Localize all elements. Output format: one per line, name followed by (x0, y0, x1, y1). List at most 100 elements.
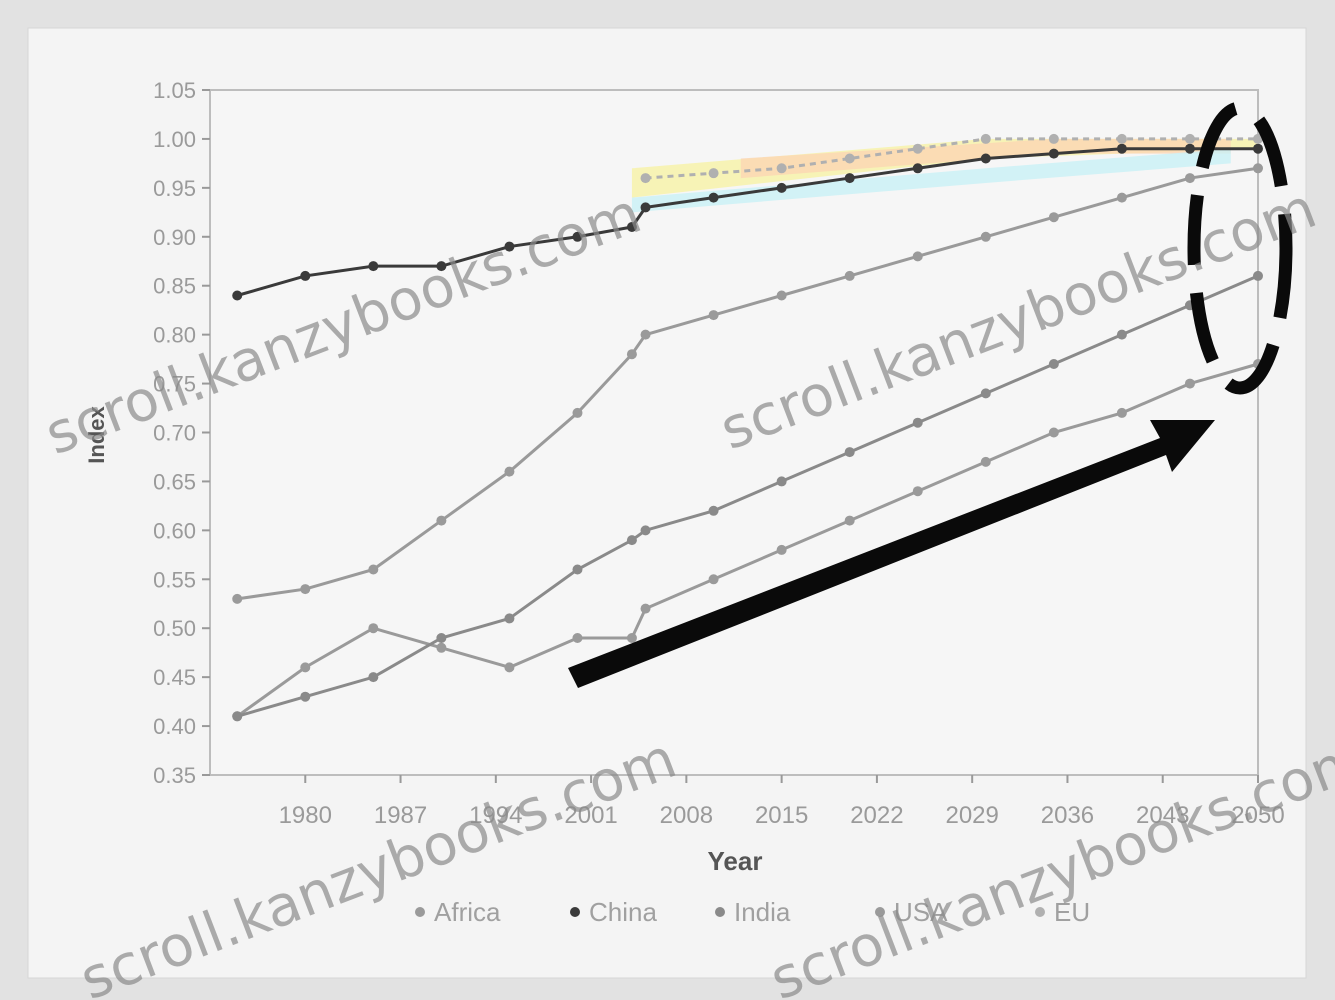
series-eu (640, 133, 1263, 184)
data-point (436, 633, 447, 643)
data-point (1048, 427, 1059, 438)
data-point (626, 535, 637, 546)
y-tick-label: 0.35 (153, 763, 196, 788)
y-tick-label: 0.55 (153, 567, 196, 592)
data-point (1253, 143, 1263, 154)
y-tick-label: 0.90 (153, 225, 196, 250)
y-tick-label: 0.40 (153, 714, 196, 739)
plot-area (209, 89, 1259, 776)
data-point (300, 584, 311, 595)
x-axis-label: Year (708, 846, 763, 876)
legend-label: USA (894, 897, 948, 927)
x-tick-label: 2022 (850, 802, 903, 829)
data-point (572, 231, 583, 242)
data-point (708, 192, 719, 203)
y-tick-label: 0.85 (153, 274, 196, 299)
data-point (912, 251, 923, 262)
legend-marker (415, 907, 425, 917)
data-point (912, 163, 923, 174)
data-point (572, 633, 583, 643)
x-tick-label: 2050 (1231, 802, 1284, 829)
data-point (1048, 212, 1059, 223)
data-point (368, 261, 379, 272)
legend-label: China (589, 897, 657, 927)
data-point (1184, 133, 1195, 144)
data-point (640, 525, 651, 536)
data-point (1184, 143, 1195, 154)
data-point (708, 505, 719, 516)
data-point (504, 613, 515, 624)
series-india (232, 270, 1263, 722)
data-point (1116, 329, 1127, 340)
series-china (232, 143, 1263, 301)
data-point (640, 603, 651, 614)
data-point (232, 593, 243, 604)
y-tick-label: 0.95 (153, 176, 196, 201)
legend-marker (1035, 907, 1045, 917)
data-point (708, 574, 719, 585)
y-tick-label: 0.70 (153, 421, 196, 446)
y-tick-label: 0.60 (153, 518, 196, 543)
data-point (1048, 148, 1059, 159)
legend-label: India (734, 897, 791, 927)
data-point (300, 270, 311, 281)
data-point (1048, 133, 1059, 144)
y-tick-label: 0.65 (153, 469, 196, 494)
data-point (1116, 407, 1127, 418)
data-point (300, 691, 311, 702)
y-axis-label: Index (84, 406, 109, 464)
x-axis: 1980 1987 1994 2001 2008 2015 2022 2029 2036 2043… (279, 775, 1285, 829)
series-usa (232, 163, 1263, 604)
data-point (572, 407, 583, 418)
y-tick-label: 0.75 (153, 372, 196, 397)
data-point (1253, 163, 1263, 174)
data-point (572, 564, 583, 575)
data-point (1116, 192, 1127, 203)
y-tick-label: 1.05 (153, 78, 196, 103)
data-point (980, 153, 991, 164)
x-tick-label: 2001 (564, 802, 617, 829)
data-point (640, 329, 651, 340)
data-point (912, 486, 923, 497)
trend-arrow-shape (568, 420, 1215, 688)
data-point (626, 349, 637, 360)
data-point (640, 173, 651, 184)
data-point (368, 564, 379, 575)
x-tick-label: 2043 (1136, 802, 1189, 829)
legend-marker (875, 907, 885, 917)
data-point (844, 173, 855, 184)
legend: Africa China India USA EU (415, 897, 1090, 927)
data-point (368, 672, 379, 683)
data-point (776, 163, 787, 174)
y-tick-label: 0.80 (153, 323, 196, 348)
data-point (844, 447, 855, 458)
data-point (980, 133, 991, 144)
x-tick-label: 2015 (755, 802, 808, 829)
data-point (436, 515, 447, 526)
data-point (980, 388, 991, 399)
legend-marker (715, 907, 725, 917)
series-line (645, 137, 1258, 180)
data-point (232, 711, 243, 722)
data-point (844, 270, 855, 281)
legend-label: Africa (434, 897, 501, 927)
data-point (844, 515, 855, 526)
data-point (980, 231, 991, 242)
data-point (1048, 359, 1059, 369)
y-tick-label: 0.50 (153, 616, 196, 641)
data-point (844, 153, 855, 164)
data-point (1116, 143, 1127, 154)
data-point (1253, 270, 1263, 281)
data-point (776, 290, 787, 301)
x-tick-label: 1994 (469, 802, 522, 829)
legend-marker (570, 907, 580, 917)
data-point (708, 168, 719, 179)
data-point (776, 544, 787, 555)
x-tick-label: 1980 (279, 802, 332, 829)
x-tick-label: 2036 (1041, 802, 1094, 829)
data-point (912, 143, 923, 154)
highlight-band (631, 148, 1231, 213)
data-point (626, 222, 637, 232)
data-point (232, 290, 243, 301)
data-point (436, 642, 447, 653)
